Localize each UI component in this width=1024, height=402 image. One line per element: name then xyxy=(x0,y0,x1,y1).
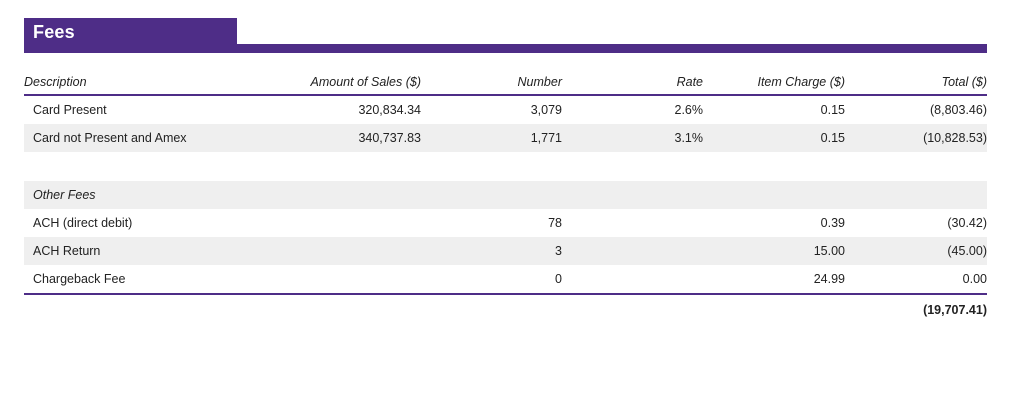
row-rate: 2.6% xyxy=(674,103,704,117)
row-description: Chargeback Fee xyxy=(24,265,236,295)
table-row: ACH (direct debit) 78 0.39 (30.42) xyxy=(24,209,987,237)
row-amount: 340,737.83 xyxy=(236,124,421,152)
row-amount: 320,834.34 xyxy=(358,103,421,117)
header-rule xyxy=(237,44,987,53)
row-total: (30.42) xyxy=(947,216,987,230)
grand-total: (19,707.41) xyxy=(923,303,987,317)
section-title: Fees xyxy=(33,22,75,42)
row-total: (10,828.53) xyxy=(845,124,987,152)
table-row: Chargeback Fee 0 24.99 0.00 xyxy=(24,265,987,295)
fees-table: Description Amount of Sales ($) Number R… xyxy=(24,70,987,325)
other-fees-section-row: Other Fees xyxy=(24,181,987,209)
table-row: ACH Return 3 15.00 (45.00) xyxy=(24,237,987,265)
other-fees-heading: Other Fees xyxy=(24,181,236,209)
table-header-row: Description Amount of Sales ($) Number R… xyxy=(24,70,987,96)
row-description: Card not Present and Amex xyxy=(24,124,236,152)
row-number: 1,771 xyxy=(421,124,562,152)
column-header-item-charge: Item Charge ($) xyxy=(703,70,845,96)
fees-header-tab: Fees xyxy=(24,18,237,53)
table-row: Card Present 320,834.34 3,079 2.6% 0.15 … xyxy=(24,95,987,124)
row-total: 0.00 xyxy=(845,265,987,295)
row-item-charge: 24.99 xyxy=(703,265,845,295)
row-item-charge: 0.15 xyxy=(820,103,845,117)
column-header-rate: Rate xyxy=(562,70,703,96)
row-rate: 3.1% xyxy=(562,124,703,152)
column-header-description: Description xyxy=(24,70,236,96)
row-description: Card Present xyxy=(33,103,107,117)
row-number: 0 xyxy=(421,265,562,295)
table-row: Card not Present and Amex 340,737.83 1,7… xyxy=(24,124,987,152)
row-description: ACH (direct debit) xyxy=(33,216,133,230)
row-number: 78 xyxy=(548,216,562,230)
grand-total-row: (19,707.41) xyxy=(24,294,987,325)
row-item-charge: 0.39 xyxy=(820,216,845,230)
fees-header: Fees xyxy=(24,18,987,53)
row-total: (8,803.46) xyxy=(930,103,987,117)
fees-page: Fees Description Amount of Sales ($) Num… xyxy=(24,0,987,402)
row-total: (45.00) xyxy=(845,237,987,265)
row-number: 3 xyxy=(421,237,562,265)
row-item-charge: 15.00 xyxy=(703,237,845,265)
row-number: 3,079 xyxy=(530,103,562,117)
column-header-total: Total ($) xyxy=(845,70,987,96)
column-header-number: Number xyxy=(421,70,562,96)
spacer-row xyxy=(24,152,987,181)
column-header-amount: Amount of Sales ($) xyxy=(236,70,421,96)
row-description: ACH Return xyxy=(24,237,236,265)
row-item-charge: 0.15 xyxy=(703,124,845,152)
